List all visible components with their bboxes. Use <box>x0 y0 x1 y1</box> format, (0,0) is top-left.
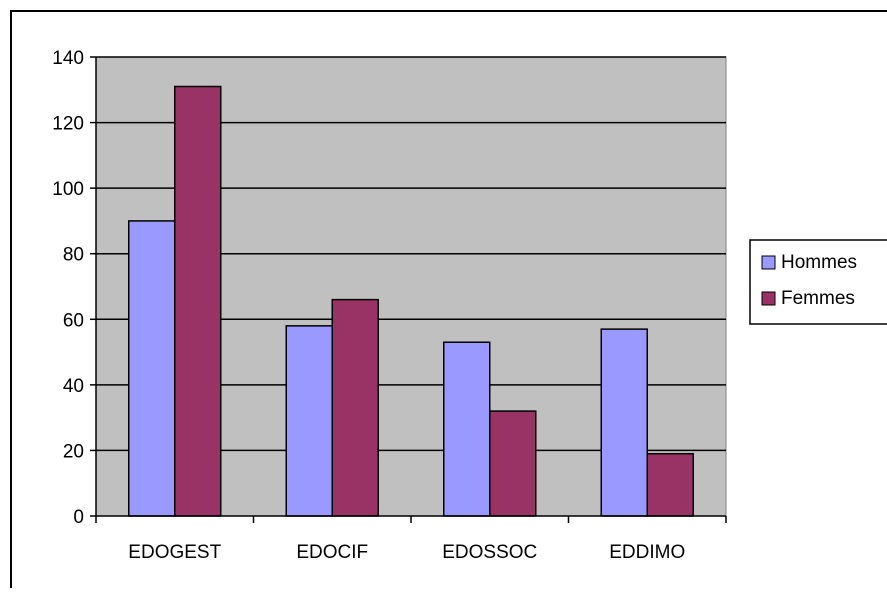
x-tick-label: EDOGEST <box>128 542 221 563</box>
y-tick-label: 40 <box>63 376 84 397</box>
x-tick-label: EDOSSOC <box>442 542 537 563</box>
y-tick-label: 60 <box>63 310 84 331</box>
y-tick-label: 0 <box>73 507 84 528</box>
legend-box <box>749 239 887 325</box>
legend: Hommes Femmes <box>749 239 887 325</box>
y-axis-ticks: 0 20 40 60 80 100 120 140 <box>52 48 96 528</box>
legend-swatch-femmes <box>761 291 776 306</box>
legend-swatch-hommes <box>761 255 776 270</box>
bar-hommes-edossoc <box>443 341 491 517</box>
bar-hommes-eddimo <box>600 328 648 517</box>
y-tick-label: 100 <box>52 179 84 200</box>
bars <box>128 85 694 517</box>
bar-hommes-edogest <box>128 220 176 517</box>
bar-femmes-edocif <box>331 298 379 517</box>
bar-femmes-edogest <box>174 85 222 517</box>
legend-label-hommes: Hommes <box>781 252 857 273</box>
x-axis-ticks: EDOGEST EDOCIF EDOSSOC EDDIMO <box>95 516 727 563</box>
bar-femmes-eddimo <box>646 452 694 517</box>
bar-femmes-edossoc <box>489 410 537 517</box>
y-tick-label: 80 <box>63 245 84 266</box>
y-tick-label: 120 <box>52 114 84 135</box>
legend-label-femmes: Femmes <box>781 288 855 309</box>
bar-hommes-edocif <box>285 325 333 517</box>
y-tick-label: 140 <box>52 48 84 69</box>
y-tick-label: 20 <box>63 441 84 462</box>
x-tick-label: EDDIMO <box>609 542 685 563</box>
x-tick-label: EDOCIF <box>296 542 368 563</box>
